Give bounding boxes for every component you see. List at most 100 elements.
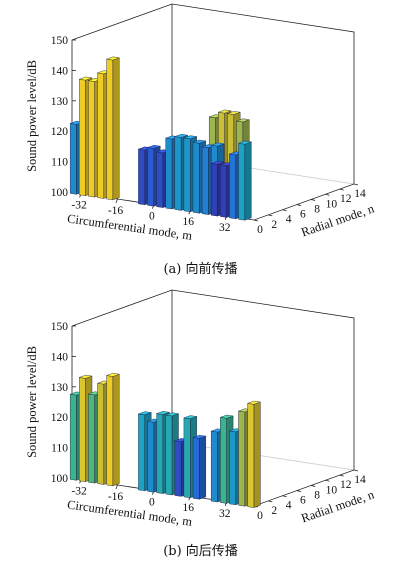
m-tick-label: 16 xyxy=(183,216,195,228)
bar-top-face xyxy=(183,135,197,140)
n-axis-label: Radial mode, n xyxy=(299,201,376,239)
m-tick-label: -32 xyxy=(71,199,87,211)
bar-top-face xyxy=(79,374,93,379)
bar-top-face xyxy=(192,139,206,144)
bar-3d xyxy=(106,56,120,201)
bar-front-face xyxy=(229,430,237,506)
z-axis-label: Sound power level/dB xyxy=(25,60,39,172)
n-tick-mark xyxy=(282,209,287,212)
m-tick-label: 0 xyxy=(149,211,155,223)
bar-top-face xyxy=(192,434,206,439)
bar-front-face xyxy=(106,375,114,487)
n-tick-label: 2 xyxy=(271,219,277,231)
n-tick-label: 4 xyxy=(286,214,292,226)
bar-top-face xyxy=(106,372,120,377)
bar-front-face xyxy=(97,382,105,485)
bar-top-face xyxy=(183,415,197,420)
bar-front-face xyxy=(69,393,77,481)
n-tick-mark xyxy=(296,490,301,492)
caption-a: (a) 向前传播 xyxy=(163,262,238,277)
bar-front-face xyxy=(174,440,182,497)
z-tick-label: 100 xyxy=(51,187,69,199)
bar-front-face xyxy=(238,143,246,221)
bar-front-face xyxy=(247,403,255,508)
z-tick-label: 150 xyxy=(51,35,69,47)
bar-top-face xyxy=(236,118,250,123)
bar-front-face xyxy=(138,413,146,492)
bar-top-face xyxy=(238,140,252,145)
bar-top-face xyxy=(211,160,225,165)
caption-b: (b) 向后传播 xyxy=(163,544,238,559)
n-tick-mark xyxy=(339,188,344,191)
bar-top-face xyxy=(147,144,161,149)
chart-panel-a: 150 140 130 120 110 100 Sound power level/dB -3… xyxy=(0,0,401,255)
n-tick-mark xyxy=(325,479,330,482)
bar-front-face xyxy=(174,136,182,211)
m-tick-mark xyxy=(115,198,118,204)
bar-front-face xyxy=(183,417,191,499)
bar-front-face xyxy=(138,148,146,206)
n-tick-label: 10 xyxy=(326,198,338,210)
n-tick-mark xyxy=(353,469,359,472)
m-tick-label: -16 xyxy=(108,205,124,217)
bar-top-face xyxy=(156,411,170,415)
bar-front-face xyxy=(165,414,173,496)
n-tick-mark xyxy=(282,495,287,498)
bar-front-face xyxy=(183,137,191,213)
z-tick-label: 110 xyxy=(51,157,68,169)
bar-front-face xyxy=(165,137,173,210)
m-tick-label: 32 xyxy=(219,508,231,520)
bar-3d xyxy=(238,140,252,221)
bar-top-face xyxy=(165,412,179,417)
n-tick-label: 6 xyxy=(300,495,306,507)
z-tick-label: 130 xyxy=(51,96,69,108)
m-tick-label: -32 xyxy=(71,485,87,497)
n-tick-mark xyxy=(325,193,330,196)
chart-panel-b: 150 140 130 120 110 100 Sound power level/dB -3… xyxy=(0,285,401,535)
bar-front-face xyxy=(147,421,155,493)
z-tick-label: 140 xyxy=(51,351,69,363)
n-tick-mark xyxy=(268,214,273,217)
n-tick-mark xyxy=(311,485,316,487)
m-axis-label: Circumferential mode, m xyxy=(66,211,193,242)
n-tick-label: 12 xyxy=(340,479,352,491)
m-tick-label: 32 xyxy=(219,222,231,234)
bar-front-face xyxy=(220,164,227,218)
bar-top-face xyxy=(218,109,232,114)
bar-side-face xyxy=(199,435,207,500)
z-tick-label: 150 xyxy=(51,321,69,333)
m-tick-mark xyxy=(115,484,118,490)
m-tick-label: 16 xyxy=(183,502,195,514)
n-tick-label: 8 xyxy=(314,203,320,215)
z-axis-label: Sound power level/dB xyxy=(25,346,39,458)
bar-side-face xyxy=(112,373,120,487)
m-axis-label: Circumferential mode, m xyxy=(66,497,193,528)
bar-top-face xyxy=(220,414,234,419)
bar-front-face xyxy=(238,410,246,507)
bar-front-face xyxy=(147,147,155,207)
z-tick-label: 130 xyxy=(51,382,69,394)
bar-front-face xyxy=(79,377,86,482)
n-tick-label: 4 xyxy=(286,500,292,512)
n-tick-mark xyxy=(268,500,273,503)
m-tick-label: 0 xyxy=(149,497,155,509)
z-tick-label: 140 xyxy=(51,65,69,77)
bar-front-face xyxy=(192,437,200,500)
n-tick-mark xyxy=(353,183,359,186)
n-tick-mark xyxy=(339,474,344,477)
n-tick-label: 0 xyxy=(257,224,263,236)
bar-front-face xyxy=(192,142,200,214)
bar-front-face xyxy=(97,72,105,199)
n-axis-label: Radial mode, n xyxy=(299,487,376,525)
n-tick-label: 8 xyxy=(314,489,320,501)
bar-3d xyxy=(192,434,207,500)
bar-top-face xyxy=(79,76,93,81)
bar-3d xyxy=(106,372,120,487)
bar-front-face xyxy=(220,417,227,504)
n-tick-label: 14 xyxy=(354,188,366,200)
n-tick-label: 6 xyxy=(300,209,306,221)
bar-front-face xyxy=(106,58,114,201)
bar-front-face xyxy=(156,413,164,494)
z-tick-label: 100 xyxy=(51,473,69,485)
